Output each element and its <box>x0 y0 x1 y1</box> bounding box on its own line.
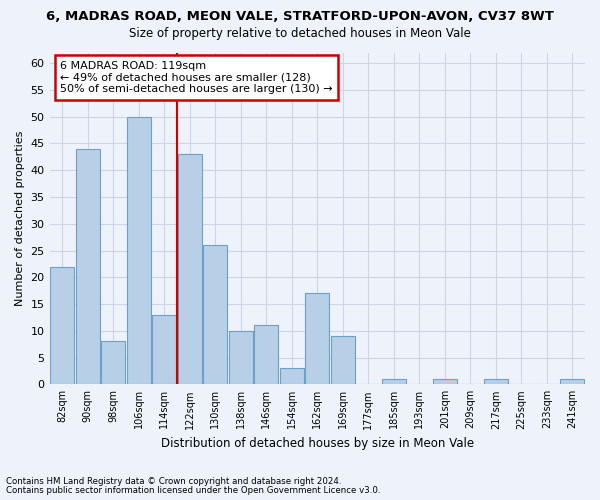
Bar <box>101 342 125 384</box>
Bar <box>484 379 508 384</box>
Bar <box>254 326 278 384</box>
X-axis label: Distribution of detached houses by size in Meon Vale: Distribution of detached houses by size … <box>161 437 474 450</box>
Bar <box>127 116 151 384</box>
Bar <box>203 245 227 384</box>
Bar <box>305 294 329 384</box>
Text: Contains public sector information licensed under the Open Government Licence v3: Contains public sector information licen… <box>6 486 380 495</box>
Bar <box>280 368 304 384</box>
Bar <box>152 314 176 384</box>
Bar <box>331 336 355 384</box>
Y-axis label: Number of detached properties: Number of detached properties <box>15 130 25 306</box>
Text: 6 MADRAS ROAD: 119sqm
← 49% of detached houses are smaller (128)
50% of semi-det: 6 MADRAS ROAD: 119sqm ← 49% of detached … <box>60 61 333 94</box>
Bar <box>560 379 584 384</box>
Text: 6, MADRAS ROAD, MEON VALE, STRATFORD-UPON-AVON, CV37 8WT: 6, MADRAS ROAD, MEON VALE, STRATFORD-UPO… <box>46 10 554 23</box>
Bar <box>178 154 202 384</box>
Bar <box>382 379 406 384</box>
Bar <box>76 149 100 384</box>
Text: Contains HM Land Registry data © Crown copyright and database right 2024.: Contains HM Land Registry data © Crown c… <box>6 477 341 486</box>
Bar <box>433 379 457 384</box>
Text: Size of property relative to detached houses in Meon Vale: Size of property relative to detached ho… <box>129 28 471 40</box>
Bar <box>229 331 253 384</box>
Bar <box>50 266 74 384</box>
